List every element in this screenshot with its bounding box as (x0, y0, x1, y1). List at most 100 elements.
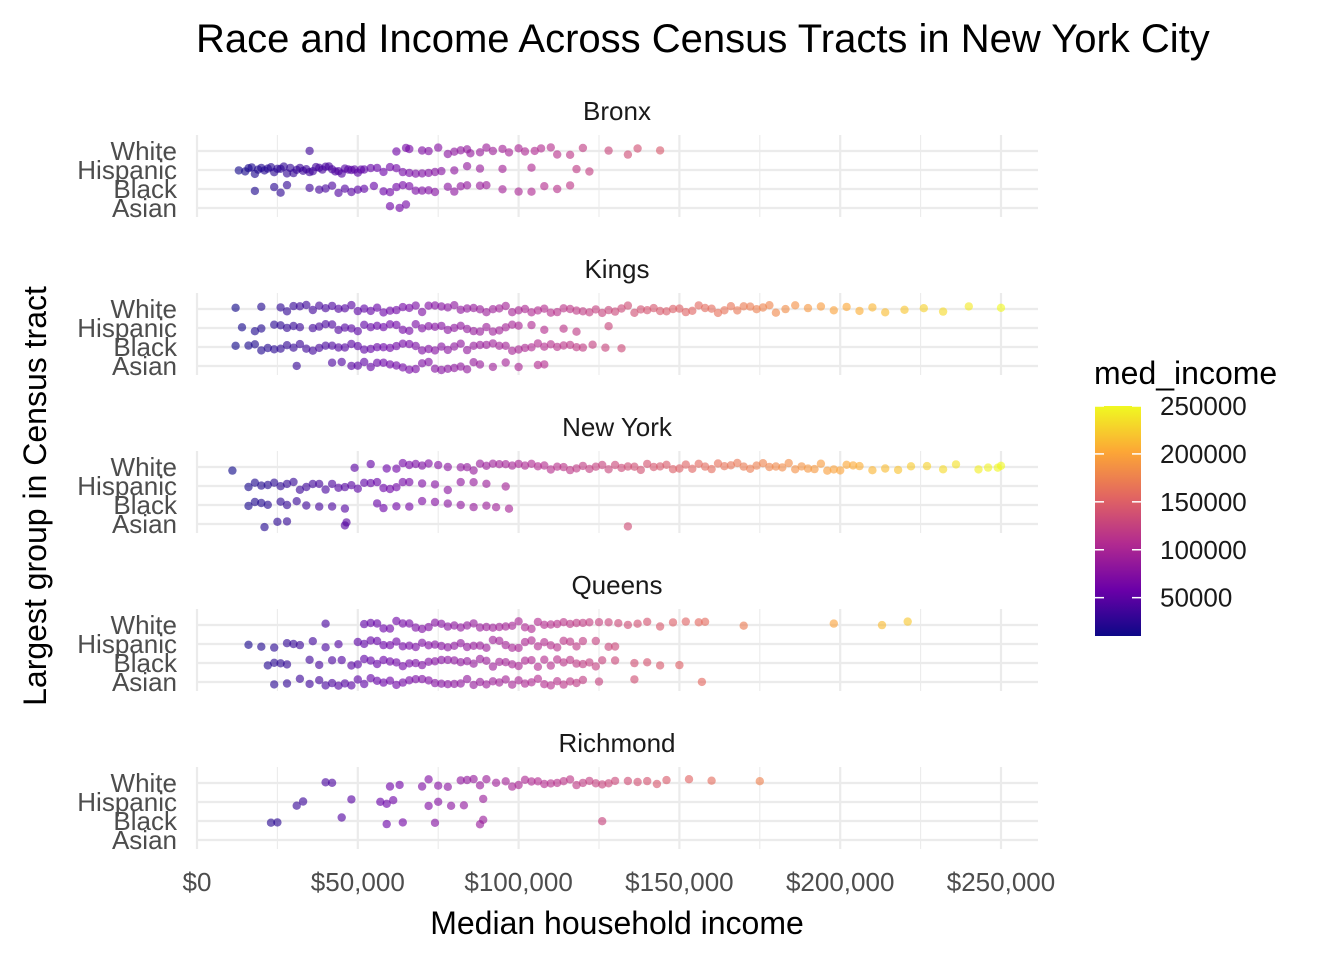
data-point (392, 637, 401, 646)
data-point (366, 674, 375, 683)
data-point (315, 479, 324, 489)
data-point (385, 202, 395, 211)
data-point (398, 458, 407, 468)
data-point (462, 775, 472, 785)
data-point (257, 324, 266, 333)
data-point (697, 677, 707, 687)
data-point (610, 656, 620, 665)
data-point (508, 643, 517, 652)
data-point (533, 674, 543, 683)
data-point (578, 778, 588, 788)
data-point (553, 677, 562, 686)
data-point (389, 796, 398, 805)
data-point (347, 324, 356, 333)
data-point (282, 639, 292, 648)
data-point (533, 339, 543, 348)
data-point (501, 675, 510, 684)
data-point (392, 305, 401, 315)
data-point (450, 621, 459, 630)
data-point (501, 358, 510, 367)
data-point (527, 636, 536, 645)
data-point (803, 464, 813, 473)
data-point (392, 320, 401, 330)
data-point (855, 461, 864, 471)
data-point (546, 661, 555, 670)
data-point (308, 346, 317, 355)
data-point (572, 164, 581, 174)
data-point (321, 184, 330, 193)
data-point (385, 306, 395, 315)
data-point (810, 464, 819, 474)
data-point (270, 680, 279, 689)
data-point (424, 186, 433, 195)
data-point (327, 341, 337, 350)
data-point (868, 303, 877, 312)
data-point (398, 325, 407, 334)
data-point (405, 339, 414, 349)
data-point (553, 342, 562, 352)
data-point (385, 188, 395, 197)
data-point (508, 320, 517, 329)
data-point (450, 187, 459, 196)
data-point (601, 343, 610, 352)
data-point (713, 459, 723, 468)
data-point (379, 640, 388, 650)
data-point (540, 638, 549, 647)
data-point (334, 304, 343, 313)
data-point (675, 304, 684, 313)
data-point (347, 681, 356, 690)
data-point (360, 345, 369, 354)
data-point (270, 182, 279, 192)
data-point (475, 181, 485, 190)
data-point (501, 622, 510, 631)
data-point (482, 181, 491, 190)
data-point (514, 617, 523, 626)
data-point (327, 301, 337, 311)
data-point (385, 657, 395, 666)
data-point (533, 642, 543, 651)
data-point (327, 320, 337, 329)
data-point (559, 304, 568, 313)
y-axis-label: Largest group in Census tract (17, 286, 53, 706)
data-point (643, 658, 652, 667)
data-point (578, 143, 588, 153)
data-point (366, 656, 375, 665)
data-point (385, 641, 395, 650)
data-point (295, 339, 305, 349)
data-point (842, 460, 851, 469)
data-point (797, 462, 806, 471)
data-point (591, 462, 600, 471)
data-point (675, 464, 684, 473)
data-point (327, 778, 337, 787)
data-point (398, 662, 407, 671)
data-point (347, 795, 356, 804)
data-point (823, 466, 832, 475)
data-point (578, 618, 588, 628)
data-point (295, 640, 305, 650)
data-point (366, 362, 375, 372)
data-point (366, 478, 375, 488)
data-point (610, 776, 620, 786)
x-tick-label: $200,000 (786, 867, 894, 897)
data-point (462, 621, 472, 630)
data-point (405, 144, 414, 154)
data-point (610, 460, 620, 470)
data-point (598, 780, 607, 789)
data-point (565, 340, 575, 350)
data-point (424, 146, 433, 156)
data-point (501, 301, 510, 311)
data-point (546, 465, 555, 474)
data-point (411, 675, 420, 684)
data-point (353, 361, 362, 370)
data-point (430, 322, 440, 331)
data-point (340, 184, 350, 193)
facet-label: New York (562, 412, 673, 442)
data-point (244, 640, 253, 649)
data-point (456, 463, 465, 472)
data-point (836, 466, 845, 475)
data-point (321, 619, 330, 628)
data-point (430, 187, 440, 197)
data-point (360, 304, 369, 313)
data-point (578, 343, 588, 352)
